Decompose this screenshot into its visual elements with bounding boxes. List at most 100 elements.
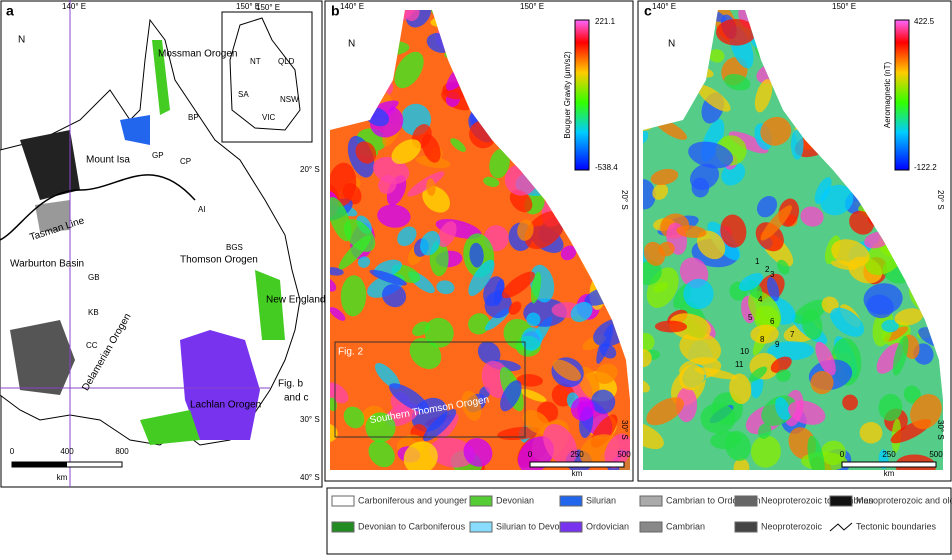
abbr-label: GP: [152, 151, 164, 160]
legend-swatch: [639, 495, 663, 507]
scale-label: 0: [528, 450, 533, 459]
anomaly: [700, 403, 736, 434]
geology-patch: [180, 330, 260, 440]
anomaly: [820, 440, 846, 466]
anomaly: [382, 284, 407, 308]
legend-swatch: [331, 521, 355, 533]
lon-label: 140° E: [652, 2, 676, 11]
lat-label: 30° S: [300, 415, 320, 424]
point-label: 6: [770, 317, 775, 326]
legend-label: Neoproterozoic to Cambrian: [761, 495, 874, 505]
anomaly: [357, 256, 371, 268]
anomaly: [330, 196, 352, 242]
anomaly: [483, 176, 500, 187]
anomaly: [330, 277, 337, 292]
anomaly: [591, 389, 616, 414]
legend-label: Tectonic boundaries: [856, 521, 937, 531]
anomaly: [807, 435, 825, 470]
lat-label: 20° S: [936, 190, 945, 210]
colorbar-min: -538.4: [595, 163, 618, 172]
inset-map: [229, 17, 301, 131]
legend-label: Silurian: [586, 495, 616, 505]
legend-label: Cambrian to Ordovician: [666, 495, 761, 505]
region-label: Mount Isa: [86, 155, 130, 166]
state-label: QLD: [278, 57, 295, 66]
lon-label: 140° E: [340, 2, 364, 11]
anomaly: [516, 374, 543, 387]
anomaly: [437, 221, 457, 248]
fig-ref: Fig. b: [278, 379, 303, 390]
anomaly: [748, 366, 768, 382]
anomaly: [377, 204, 411, 228]
geology-patch: [152, 40, 170, 115]
scale-label: 400: [60, 447, 74, 456]
legend-swatch: [734, 495, 758, 507]
anomaly: [676, 225, 707, 238]
point-label: 9: [775, 340, 780, 349]
anomaly: [643, 422, 664, 450]
anomaly: [643, 377, 650, 393]
anomaly: [526, 312, 541, 327]
anomaly: [501, 271, 535, 299]
anomaly: [517, 219, 534, 241]
legend-swatch: [734, 521, 758, 533]
anomaly: [760, 205, 792, 241]
anomaly: [330, 267, 344, 276]
fig-ref: Fig. 2: [338, 347, 363, 358]
anomaly: [368, 440, 395, 468]
abbr-label: KB: [88, 308, 99, 317]
scale-unit: km: [572, 469, 583, 478]
anomaly: [750, 324, 779, 344]
panel-label: b: [331, 3, 340, 19]
panel-a: a 140° E 150° E 20° S 30° S 40° S N Moss…: [0, 0, 362, 488]
anomaly: [595, 363, 618, 384]
anomaly: [652, 183, 669, 200]
anomaly: [697, 230, 726, 260]
anomaly: [643, 332, 655, 352]
anomaly: [775, 397, 791, 421]
point-label: 5: [748, 313, 753, 322]
anomaly: [754, 79, 773, 113]
lat-label: 30° S: [620, 420, 629, 440]
legend-swatch: [469, 495, 493, 507]
anomaly: [407, 171, 445, 197]
anomaly: [355, 141, 377, 164]
lon-label: 150° E: [520, 2, 544, 11]
anomaly: [343, 406, 365, 429]
scale-unit: km: [57, 473, 68, 482]
anomaly: [815, 341, 836, 376]
point-label: 8: [760, 335, 765, 344]
panel-c: c 140° E 150° E 20° S 30° S N 422.5 -122…: [637, 0, 952, 482]
anomaly: [543, 423, 578, 465]
point-label: 7: [790, 330, 795, 339]
anomaly: [483, 276, 505, 307]
anomaly: [519, 388, 547, 402]
anomaly: [770, 356, 792, 373]
scale-label: 800: [115, 447, 129, 456]
anomaly: [650, 168, 679, 186]
anomaly: [776, 369, 791, 382]
anomaly: [599, 343, 617, 359]
tasman-line: [0, 174, 196, 241]
anomaly: [683, 278, 714, 310]
anomaly: [397, 226, 417, 247]
legend-swatch: [829, 495, 853, 507]
anomaly: [758, 423, 772, 439]
anomaly: [720, 214, 747, 248]
anomaly: [643, 348, 652, 368]
anomaly: [710, 431, 742, 450]
lat-label: 20° S: [300, 165, 320, 174]
anomaly: [420, 230, 441, 256]
point-label: 10: [740, 347, 749, 356]
anomaly: [468, 259, 495, 296]
anomaly: [340, 275, 367, 317]
region-label: Lachlan Orogen: [190, 400, 261, 411]
anomaly: [810, 371, 834, 395]
panel-b: b 140° E 150° E 20° S 30° S N 221.1 -538…: [324, 0, 634, 482]
region-label: Mossman Orogen: [158, 49, 237, 60]
anomaly: [391, 139, 421, 165]
anomaly: [697, 84, 731, 112]
anomaly: [524, 211, 565, 250]
legend-label: Cambrian: [666, 521, 705, 531]
